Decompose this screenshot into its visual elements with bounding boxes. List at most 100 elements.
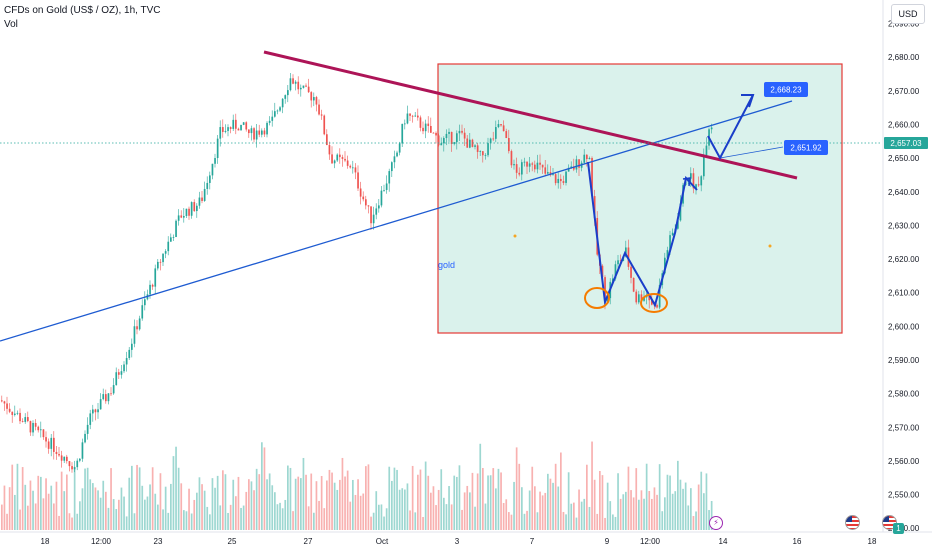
candle-body	[170, 237, 172, 242]
volume-bar	[578, 489, 580, 530]
volume-bar	[328, 469, 331, 530]
candle-body	[138, 318, 141, 330]
volume-bar	[146, 496, 149, 530]
x-tick-label: 3	[455, 537, 460, 546]
volume-bar	[263, 447, 266, 530]
volume-bar	[640, 490, 643, 530]
volume-bar	[630, 490, 632, 530]
volume-bar	[383, 516, 385, 530]
support-trendline	[0, 100, 793, 342]
candle-body	[255, 130, 258, 140]
volume-bar	[138, 467, 141, 530]
candle-body	[55, 451, 58, 454]
candle-body	[401, 123, 404, 144]
volume-bar	[151, 467, 154, 530]
volume-bar	[162, 509, 164, 530]
candle-body	[349, 165, 352, 168]
candle-body	[435, 132, 437, 136]
candle-body	[268, 120, 271, 123]
candle-body	[562, 181, 565, 183]
candle-body	[177, 215, 180, 221]
volume-bar	[372, 512, 375, 530]
volume-bar	[245, 491, 248, 530]
candle-body	[591, 158, 593, 197]
candle-body	[583, 154, 586, 163]
volume-bar	[180, 483, 183, 530]
candle-body	[42, 429, 45, 438]
candle-body	[424, 123, 427, 132]
candle-body	[471, 139, 474, 147]
volume-bar	[526, 510, 528, 530]
projection-line	[719, 146, 784, 159]
volume-bar	[632, 497, 635, 530]
volume-bar	[583, 498, 586, 530]
volume-bar	[695, 511, 697, 530]
candle-body	[422, 127, 424, 132]
volume-bar	[604, 517, 606, 530]
candle-body	[289, 78, 292, 91]
volume-bar	[648, 491, 651, 530]
candle-body	[89, 413, 92, 425]
volume-indicator-label: Vol	[4, 19, 18, 30]
candle-body	[518, 172, 521, 175]
candle-body	[552, 174, 554, 176]
candle-body	[536, 162, 539, 170]
candle-body	[406, 113, 409, 124]
volume-bar	[471, 472, 474, 530]
volume-bar	[71, 517, 73, 530]
y-tick-label: 2,620.00	[888, 255, 920, 264]
volume-bar	[679, 479, 682, 530]
candle-body	[131, 343, 133, 350]
candle-body	[705, 145, 708, 156]
currency-button[interactable]: USD	[891, 4, 925, 24]
candle-body	[679, 203, 682, 221]
candle-body	[380, 190, 383, 206]
volume-bar	[237, 476, 240, 530]
candle-body	[266, 122, 268, 135]
candle-body	[346, 160, 349, 166]
volume-bar	[279, 502, 281, 530]
candle-body	[276, 110, 279, 112]
volume-bar	[614, 516, 617, 530]
volume-bar	[609, 501, 612, 530]
candle-body	[261, 130, 263, 135]
volume-bar	[206, 506, 209, 530]
candle-body	[643, 297, 645, 301]
candle-body	[274, 111, 276, 117]
candle-body	[40, 429, 42, 431]
volume-bar	[14, 494, 16, 530]
volume-bar	[697, 484, 700, 530]
y-tick-label: 2,600.00	[888, 322, 920, 331]
candle-body	[66, 456, 68, 462]
candle-body	[97, 409, 99, 413]
us-flag-event-icon[interactable]	[845, 515, 860, 530]
candle-body	[203, 188, 206, 201]
candle-body	[211, 163, 214, 176]
candle-body	[370, 206, 372, 224]
volume-bar	[435, 505, 437, 530]
volume-bar	[318, 500, 320, 530]
volume-bar	[261, 442, 263, 530]
volume-bar	[331, 472, 333, 530]
volume-bar	[409, 510, 411, 530]
volume-bar	[497, 468, 500, 530]
y-tick-label: 2,610.00	[888, 289, 920, 298]
price-axis[interactable]: 2,690.00 2,680.00 2,670.00 2,660.00 2,650.00…	[888, 20, 920, 534]
volume-bar	[172, 456, 175, 530]
event-count-badge[interactable]: 1	[893, 523, 904, 534]
volume-bar	[29, 480, 32, 530]
volume-bar	[266, 479, 268, 530]
volume-bar	[183, 510, 185, 530]
candle-body	[162, 253, 164, 263]
volume-bar	[534, 486, 536, 530]
volume-bar	[570, 503, 573, 530]
candle-body	[307, 86, 310, 93]
candle-body	[11, 411, 14, 415]
candle-body	[16, 412, 19, 414]
lightning-icon[interactable]: ⚡	[709, 516, 723, 530]
candle-body	[14, 413, 16, 415]
candle-body	[37, 426, 40, 431]
y-tick-label: 2,630.00	[888, 221, 920, 230]
time-axis[interactable]: 18 12:00 23 25 27 Oct 3 7 9 12:00 14 16 18	[41, 537, 877, 546]
